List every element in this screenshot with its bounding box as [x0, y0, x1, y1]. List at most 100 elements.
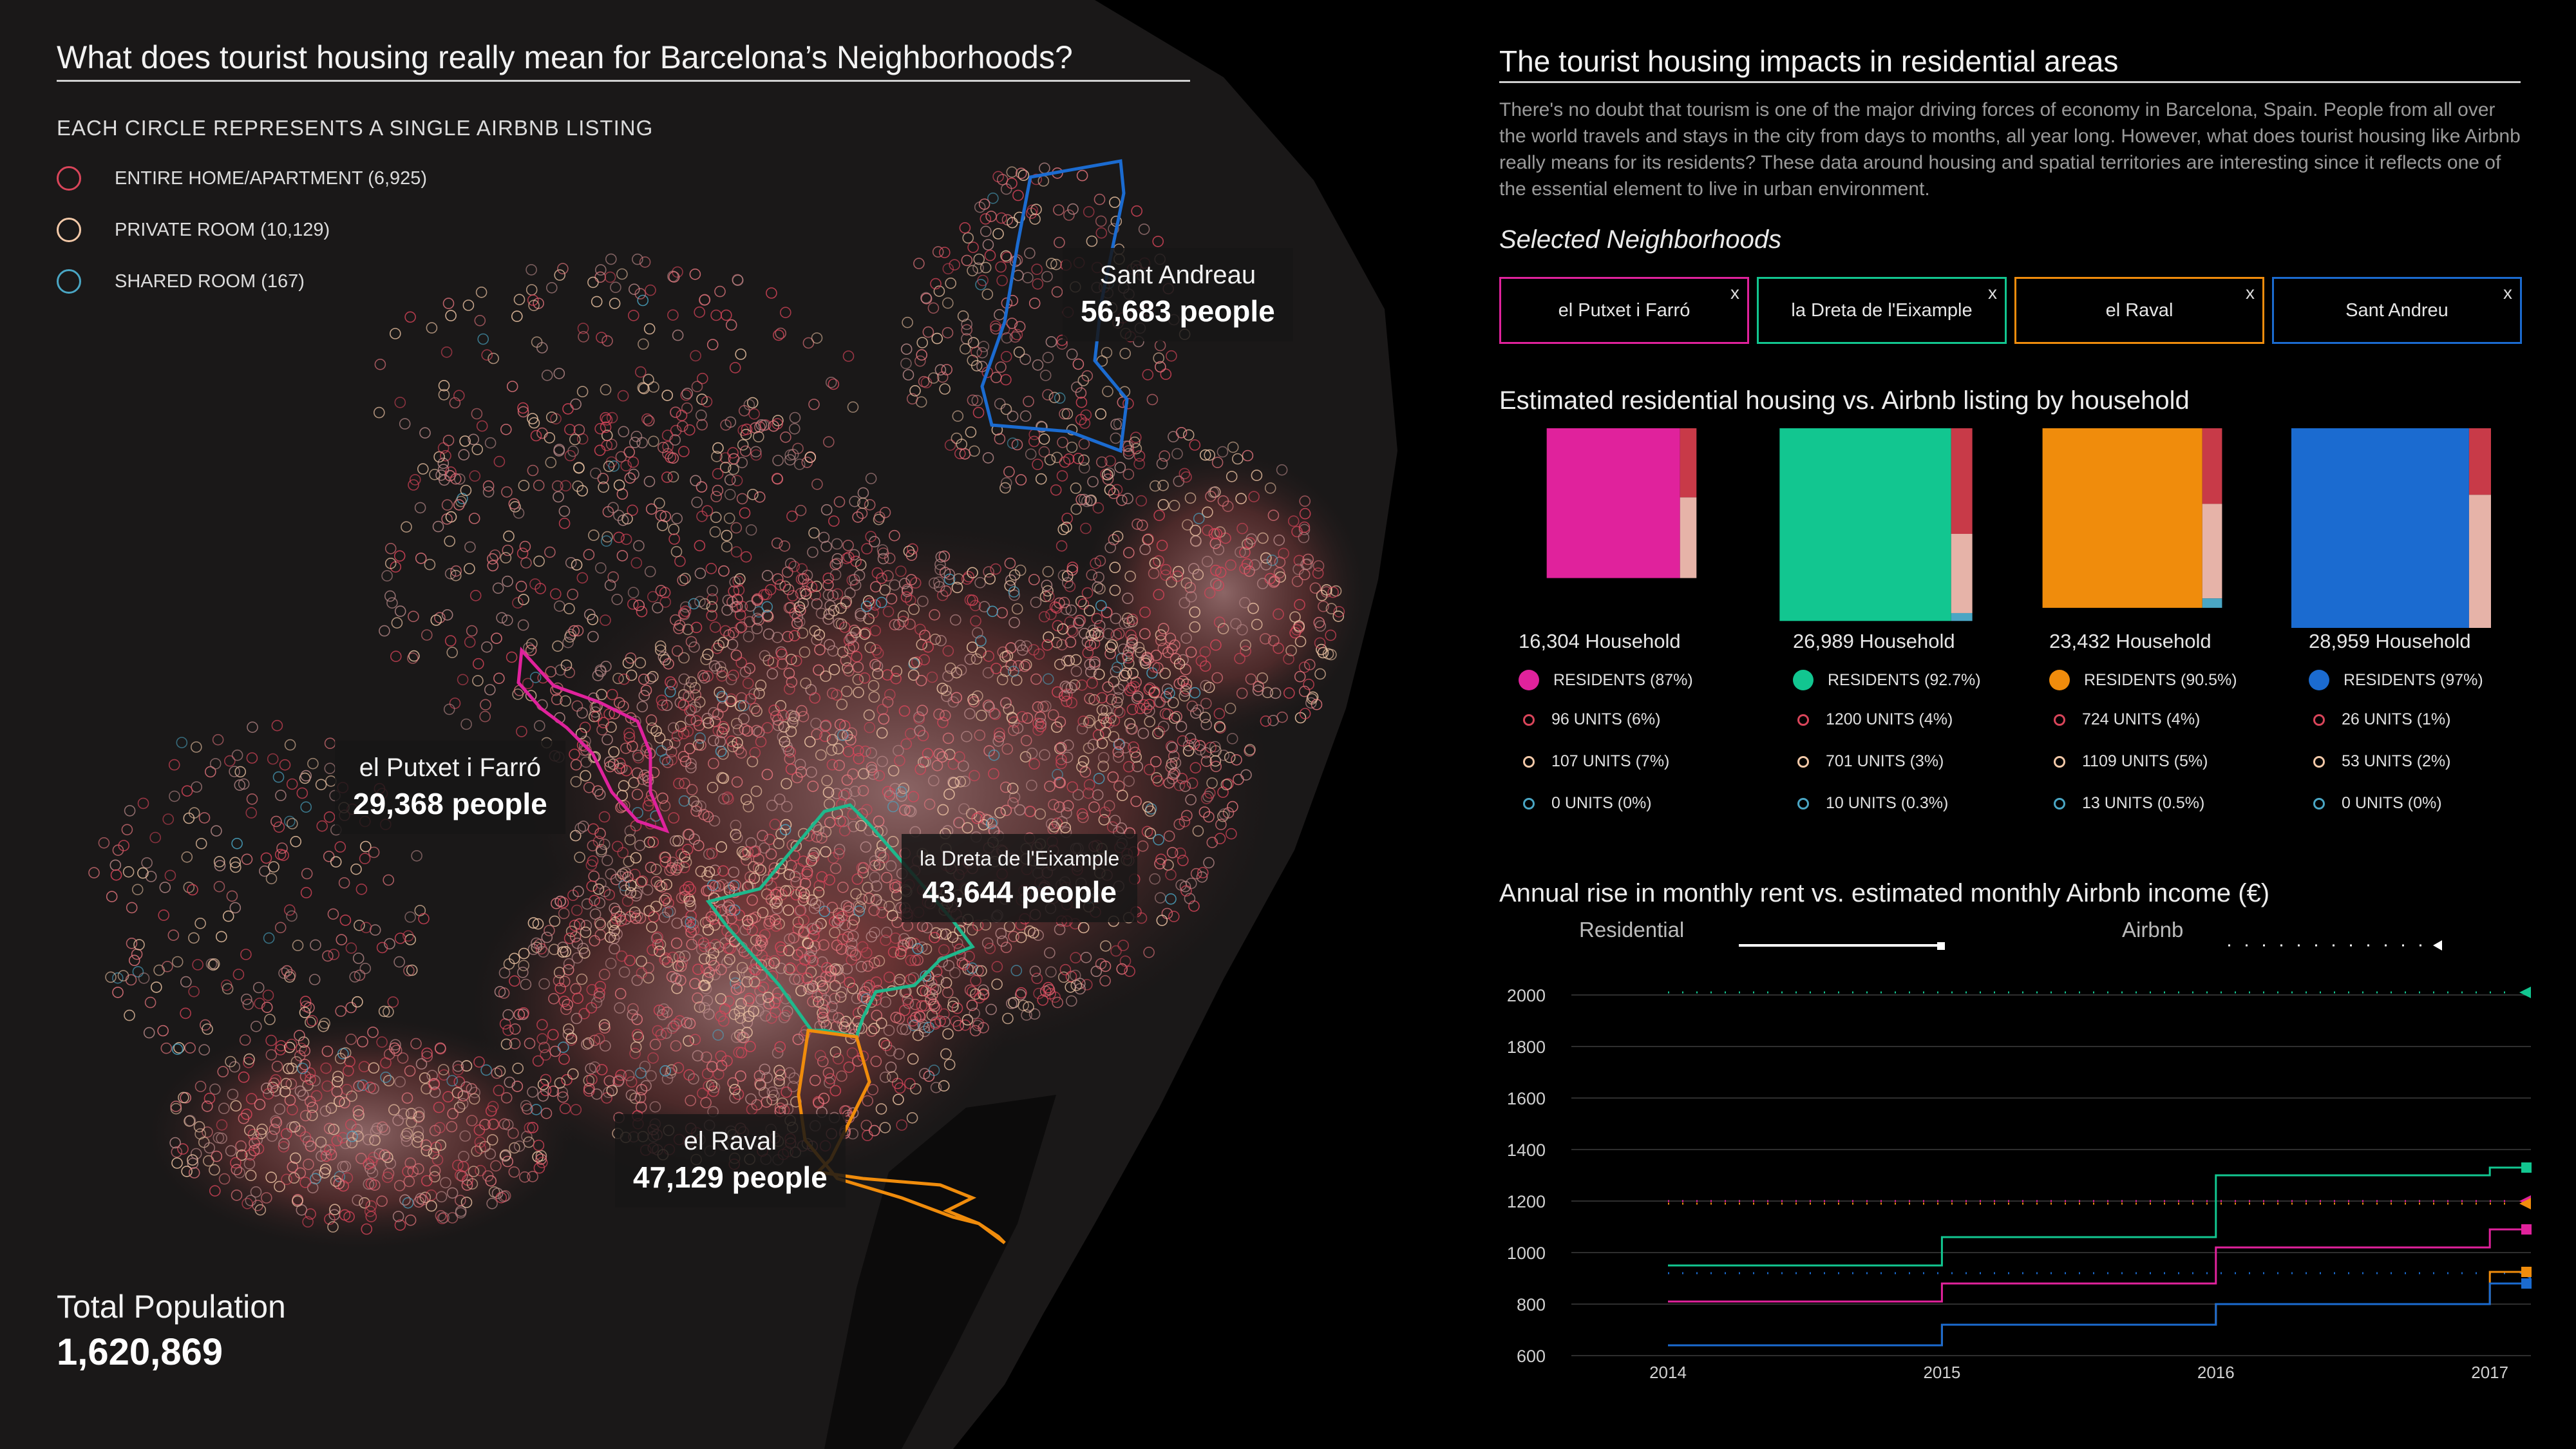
listing-circle	[872, 668, 884, 679]
listing-circle	[235, 1140, 247, 1152]
legend-entire-home[interactable]: ENTIRE HOME/APARTMENT (6,925)	[57, 166, 427, 191]
neighborhood-chip-sant-andreu[interactable]: Sant Andreu x	[2272, 277, 2522, 344]
legend-private-room[interactable]: PRIVATE ROOM (10,129)	[57, 218, 330, 242]
row-label: 0 UNITS (0%)	[1551, 794, 1652, 812]
listing-circle	[723, 512, 735, 524]
listing-circle	[1038, 433, 1050, 445]
listing-circle	[501, 614, 513, 627]
listing-circle	[627, 504, 638, 516]
listing-circle	[352, 1130, 364, 1142]
listing-circle	[597, 473, 609, 484]
callout-raval[interactable]: el Raval 47,129 people	[615, 1114, 846, 1208]
listing-circle	[820, 720, 831, 732]
listing-circle	[717, 865, 729, 877]
listing-circle	[646, 722, 658, 734]
listing-circle	[1058, 596, 1070, 609]
listing-circle	[413, 1196, 425, 1208]
listing-circle	[876, 755, 888, 768]
listing-circle	[278, 1141, 290, 1153]
listing-circle	[598, 1019, 611, 1031]
callout-dreta[interactable]: la Dreta de l'Eixample 43,644 people	[902, 834, 1138, 922]
listing-circle	[471, 444, 484, 455]
listing-circle	[1157, 479, 1169, 491]
listing-circle	[526, 264, 537, 276]
neighborhood-chip-putxet[interactable]: el Putxet i Farró x	[1499, 277, 1749, 344]
neighborhood-chip-raval[interactable]: el Raval x	[2014, 277, 2264, 344]
listing-circle	[625, 669, 638, 681]
listing-circle	[755, 994, 767, 1005]
listing-circle	[659, 654, 671, 666]
listing-circle	[766, 287, 777, 299]
legend-shared-room[interactable]: SHARED ROOM (167)	[57, 269, 305, 294]
airbnb-map[interactable]: What does tourist housing really mean fo…	[0, 0, 1475, 1449]
listing-circle	[690, 715, 703, 726]
listing-circle	[270, 1115, 281, 1127]
listing-circle	[454, 1195, 466, 1206]
listing-circle	[974, 729, 986, 741]
listing-circle	[1075, 387, 1087, 399]
listing-circle	[402, 1197, 414, 1209]
map-canvas[interactable]	[0, 0, 1475, 1449]
listing-circle	[190, 741, 202, 753]
close-icon[interactable]: x	[2503, 283, 2512, 303]
listing-circle	[779, 580, 791, 592]
listing-circle	[685, 1095, 696, 1106]
close-icon[interactable]: x	[1730, 283, 1739, 303]
listing-circle	[426, 322, 438, 334]
sant-andreu-outline	[980, 159, 1129, 453]
listing-circle	[711, 642, 723, 654]
listing-circle	[913, 713, 925, 725]
listing-circle	[1241, 558, 1253, 570]
rent-chart-title: Annual rise in monthly rent vs. estimate…	[1499, 879, 2270, 907]
listing-circle	[820, 846, 831, 858]
listing-circle	[797, 573, 810, 585]
listing-circle	[829, 558, 841, 571]
listing-circle	[333, 1178, 345, 1189]
listing-circle	[678, 446, 690, 458]
listing-circle	[582, 1037, 594, 1049]
listing-circle	[951, 432, 963, 444]
listing-circle	[695, 800, 706, 812]
listing-circle	[759, 842, 770, 854]
legend-label: ENTIRE HOME/APARTMENT (6,925)	[115, 167, 428, 189]
listing-circle	[947, 1000, 959, 1012]
callout-sant-andreu[interactable]: Sant Andreau 56,683 people	[1063, 248, 1293, 341]
listing-circle	[1131, 205, 1142, 217]
listing-circle	[1076, 723, 1088, 735]
listing-circle	[742, 677, 754, 689]
listing-circle	[839, 621, 851, 633]
listing-circle	[699, 294, 710, 306]
listing-circle	[697, 670, 709, 681]
listing-circle	[739, 445, 752, 457]
listing-circle	[1043, 591, 1055, 602]
listing-circle	[821, 962, 833, 974]
neighborhood-chip-dreta[interactable]: la Dreta de l'Eixample x	[1757, 277, 2007, 344]
listing-circle	[636, 1084, 648, 1095]
listing-circle	[929, 1001, 940, 1012]
listing-circle	[268, 861, 279, 873]
listing-circle	[1054, 716, 1066, 728]
listing-circle	[1155, 853, 1167, 866]
listing-circle	[981, 289, 994, 300]
listing-circle	[648, 381, 659, 393]
listing-circle	[592, 835, 605, 848]
listing-circle	[1056, 540, 1068, 552]
listing-circle	[768, 867, 780, 879]
listing-circle	[412, 1112, 424, 1123]
listing-circle	[1306, 693, 1318, 705]
listing-circle	[1126, 638, 1139, 650]
listing-circle	[925, 994, 936, 1005]
listing-circle	[334, 841, 346, 853]
row-label: 10 UNITS (0.3%)	[1826, 794, 1949, 812]
listing-circle	[806, 923, 818, 934]
listing-circle	[1142, 533, 1154, 545]
listing-circle	[561, 1074, 573, 1086]
close-icon[interactable]: x	[2246, 283, 2255, 303]
close-icon[interactable]: x	[1988, 283, 1997, 303]
listing-circle	[521, 1130, 533, 1142]
listing-circle	[387, 996, 399, 1008]
listing-circle	[574, 822, 587, 834]
listing-circle	[352, 996, 363, 1008]
listing-circle	[1042, 585, 1054, 597]
callout-putxet[interactable]: el Putxet i Farró 29,368 people	[335, 741, 565, 834]
